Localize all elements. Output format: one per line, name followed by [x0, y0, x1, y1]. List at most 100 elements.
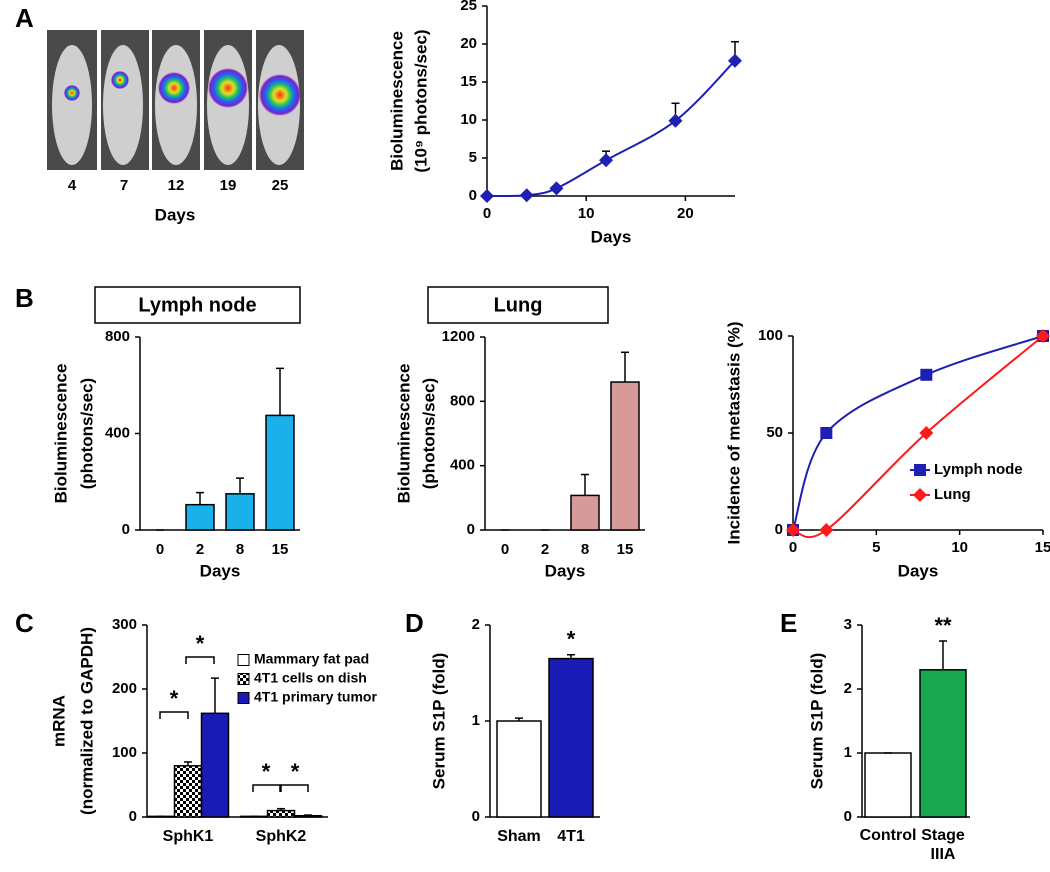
x-tick-label: 15 — [272, 541, 289, 558]
image-x-label: Days — [155, 205, 196, 224]
y-axis-label: Serum S1P (fold) — [807, 653, 826, 790]
legend-marker — [914, 464, 926, 476]
y-tick-label: 0 — [467, 521, 475, 538]
image-label: 25 — [272, 177, 289, 194]
mouse-image — [204, 30, 252, 170]
annotation: * — [291, 759, 300, 784]
significance-bracket — [280, 784, 309, 792]
y-axis-label: Serum S1P (fold) — [429, 653, 448, 790]
y-axis-label: (photons/sec) — [419, 378, 438, 489]
point — [549, 181, 564, 196]
point — [480, 189, 494, 203]
chart-title: Lung — [494, 294, 543, 316]
bar — [200, 712, 230, 818]
y-tick-label: 25 — [460, 0, 477, 14]
x-tick-label: Stage IIIA — [921, 827, 965, 863]
line — [486, 60, 736, 198]
line — [792, 335, 1044, 531]
y-axis-label: (photons/sec) — [77, 378, 96, 489]
x-tick-label: 15 — [617, 541, 634, 558]
mouse-image — [47, 30, 97, 170]
point — [919, 426, 934, 440]
point — [786, 523, 800, 537]
y-tick-label: 0 — [122, 521, 130, 538]
x-tick-label: 4T1 — [557, 828, 585, 845]
y-tick-label: 0 — [844, 808, 852, 825]
legend-label: 4T1 cells on dish — [254, 670, 367, 686]
mouse-image — [256, 30, 304, 170]
mouse-image — [152, 30, 200, 170]
image-label: 7 — [120, 177, 128, 194]
legend-label: Lymph node — [934, 461, 1023, 478]
line — [792, 335, 1044, 539]
y-tick-label: 1 — [844, 744, 852, 761]
point — [599, 153, 614, 168]
bar — [548, 657, 594, 818]
x-tick-label: 8 — [581, 541, 589, 558]
annotation: ** — [934, 613, 952, 638]
y-tick-label: 0 — [472, 808, 480, 825]
x-tick-label: 5 — [872, 539, 880, 556]
x-tick-label: 0 — [156, 541, 164, 558]
y-tick-label: 100 — [112, 744, 137, 761]
panel-label: C — [15, 608, 34, 638]
mouse-images — [47, 30, 304, 170]
annotation: * — [196, 631, 205, 656]
legend-label: Lung — [934, 486, 971, 503]
legend-swatch — [237, 654, 250, 666]
x-tick-label: Sham — [497, 828, 541, 845]
y-axis-label: Bioluminescence — [51, 364, 70, 504]
image-label: 12 — [168, 177, 185, 194]
y-tick-label: 400 — [105, 424, 130, 441]
point — [519, 188, 534, 203]
title-box — [427, 286, 609, 324]
y-tick-label: 0 — [469, 187, 477, 204]
x-tick-label: Control — [859, 827, 917, 844]
legend-swatch — [237, 673, 250, 685]
x-tick-label: 0 — [501, 541, 509, 558]
y-tick-label: 20 — [460, 35, 477, 52]
annotation: * — [567, 627, 576, 652]
bar — [185, 503, 215, 531]
y-tick-label: 100 — [758, 327, 783, 344]
legend-label: 4T1 primary tumor — [254, 689, 377, 705]
panel-label: E — [780, 608, 797, 638]
point — [819, 523, 834, 537]
chart-title: Lymph node — [138, 294, 256, 316]
y-tick-label: 800 — [105, 328, 130, 345]
bar — [173, 765, 203, 818]
title-box — [94, 286, 301, 324]
point — [820, 427, 833, 439]
x-tick-label: 0 — [789, 539, 797, 556]
y-tick-label: 300 — [112, 616, 137, 633]
x-tick-label: 2 — [196, 541, 204, 558]
image-label: 4 — [68, 177, 77, 194]
x-tick-label-box: Control — [859, 827, 917, 844]
y-axis-label: Bioluminescence — [387, 31, 406, 171]
panel-label: B — [15, 283, 34, 313]
point — [920, 368, 933, 381]
x-tick-label: 10 — [578, 205, 595, 222]
annotation: * — [262, 759, 271, 784]
y-tick-label: 2 — [844, 680, 852, 697]
y-tick-label: 800 — [450, 392, 475, 409]
y-tick-label: 1 — [472, 712, 480, 729]
bar — [293, 814, 323, 818]
x-tick-label: SphK1 — [163, 828, 214, 845]
legend-marker — [913, 488, 927, 502]
y-tick-label: 200 — [112, 680, 137, 697]
significance-bracket — [159, 711, 189, 719]
x-axis-label: Days — [898, 561, 939, 580]
x-tick-label: 0 — [483, 205, 491, 222]
bar — [864, 752, 912, 818]
point — [1036, 329, 1050, 343]
bar — [496, 720, 542, 818]
bar — [919, 669, 967, 818]
mouse-image — [101, 30, 149, 170]
panel-label: A — [15, 3, 34, 33]
panel-label: D — [405, 608, 424, 638]
annotation: * — [170, 686, 179, 711]
point — [728, 53, 742, 68]
y-axis-label: (10⁹ photons/sec) — [411, 29, 430, 172]
